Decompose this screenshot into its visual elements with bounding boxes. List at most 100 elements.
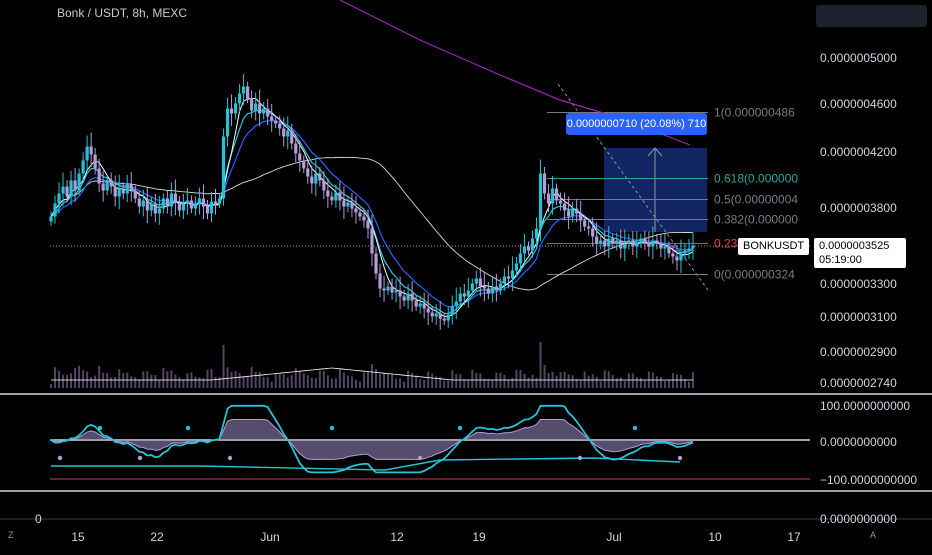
candle-body	[326, 190, 330, 197]
volume-bar	[627, 373, 630, 388]
candle-body	[242, 86, 246, 94]
candle-body	[518, 253, 523, 264]
volume-bar	[623, 381, 626, 388]
candle-body	[498, 283, 502, 291]
volume-bar	[543, 365, 546, 388]
candle-body	[490, 286, 494, 294]
candle-body	[530, 238, 535, 251]
candle-body	[153, 203, 157, 214]
candle-body	[675, 256, 679, 261]
candle-body	[177, 202, 181, 211]
volume-bar	[643, 380, 646, 388]
candle-body	[430, 312, 434, 317]
candle-body	[306, 168, 310, 177]
volume-bar	[395, 378, 398, 388]
candle-body	[663, 246, 667, 249]
osc-dot	[137, 455, 143, 461]
osc-tick-label: 0.0000000000	[820, 435, 897, 449]
volume-bar	[683, 379, 686, 388]
zoom-corner-left[interactable]: Z	[8, 530, 14, 540]
volume-bar	[611, 375, 614, 388]
candles[interactable]	[49, 74, 695, 330]
osc-dot	[577, 455, 583, 461]
volume-bar	[375, 369, 378, 388]
time-tick-label: 15	[71, 530, 85, 544]
volume-bar	[170, 370, 173, 388]
candle-body	[57, 193, 61, 204]
volume-bar	[503, 374, 506, 388]
volume-bar	[270, 381, 273, 388]
volume-bar	[535, 378, 538, 388]
volume-bar	[342, 372, 345, 388]
time-tick-label: 17	[787, 530, 801, 544]
candle-body	[470, 283, 474, 291]
volume-bar	[387, 373, 390, 388]
candle-body	[310, 176, 314, 184]
candle-body	[173, 193, 177, 203]
volume-bar	[467, 379, 470, 388]
candle-body	[631, 240, 635, 247]
candle-body	[322, 180, 326, 191]
volume-bar	[411, 372, 414, 388]
candle-body	[89, 146, 93, 155]
volume-bar	[667, 379, 670, 388]
candle-body	[651, 240, 655, 247]
volume-bar	[146, 371, 149, 388]
candle-body	[221, 136, 226, 199]
osc-histogram	[51, 419, 693, 460]
oscillator-pane[interactable]	[50, 404, 810, 474]
candle-body	[599, 240, 603, 244]
time-axis[interactable]: 15 22 Jun 12 19 Jul 10 17	[71, 530, 801, 544]
candle-body	[49, 216, 53, 222]
candle-body	[667, 246, 671, 254]
volume-bar	[118, 369, 121, 388]
fib-retracement[interactable]: 1(0.000000486 0.618(0.000000 0.5(0.0000000…	[547, 106, 798, 282]
candle-body	[687, 248, 691, 251]
candle-body	[225, 108, 230, 137]
candle-body	[643, 238, 647, 243]
volume-bar	[318, 370, 321, 388]
osc-dot	[632, 425, 638, 431]
volume-bar	[214, 376, 217, 388]
candle-body	[157, 208, 161, 214]
candle-body	[197, 198, 202, 205]
candle-body	[402, 296, 406, 301]
last-price-box: 0.0000003525 05:19:00	[814, 238, 906, 268]
volume-bars	[50, 342, 694, 388]
candle-body	[410, 293, 414, 301]
volume-bar	[106, 373, 109, 388]
candle-body	[290, 130, 294, 144]
volume-bar	[98, 366, 101, 388]
candle-body	[370, 228, 374, 254]
volume-bar	[178, 377, 181, 388]
volume-bar	[603, 370, 606, 388]
candle-body	[607, 238, 611, 247]
volume-bar	[154, 375, 157, 388]
volume-bar	[519, 370, 522, 388]
volume-bar	[202, 378, 205, 388]
candle-body	[595, 236, 599, 244]
auto-scale-button[interactable]: A	[870, 530, 877, 540]
volume-bar	[222, 344, 225, 388]
candle-body	[93, 154, 97, 169]
time-tick-label: 10	[708, 530, 722, 544]
candle-body	[522, 246, 527, 254]
volume-bar	[90, 377, 93, 388]
top-right-box[interactable]	[816, 5, 927, 27]
volume-bar	[326, 375, 329, 388]
candle-body	[494, 286, 498, 291]
osc-slow	[50, 419, 694, 460]
volume-bar	[78, 365, 81, 388]
volume-bar	[447, 380, 450, 388]
candle-body	[145, 200, 149, 211]
volume-bar	[579, 379, 582, 388]
candle-body	[342, 200, 346, 207]
candle-body	[346, 202, 350, 207]
volume-bar	[671, 373, 674, 388]
volume-bar	[639, 378, 642, 388]
price-axis[interactable]: 0.0000005000 0.0000004600 0.0000004200 0.00…	[35, 51, 917, 526]
candle-body	[362, 216, 366, 221]
volume-bar	[54, 367, 57, 388]
candle-body	[165, 198, 169, 207]
